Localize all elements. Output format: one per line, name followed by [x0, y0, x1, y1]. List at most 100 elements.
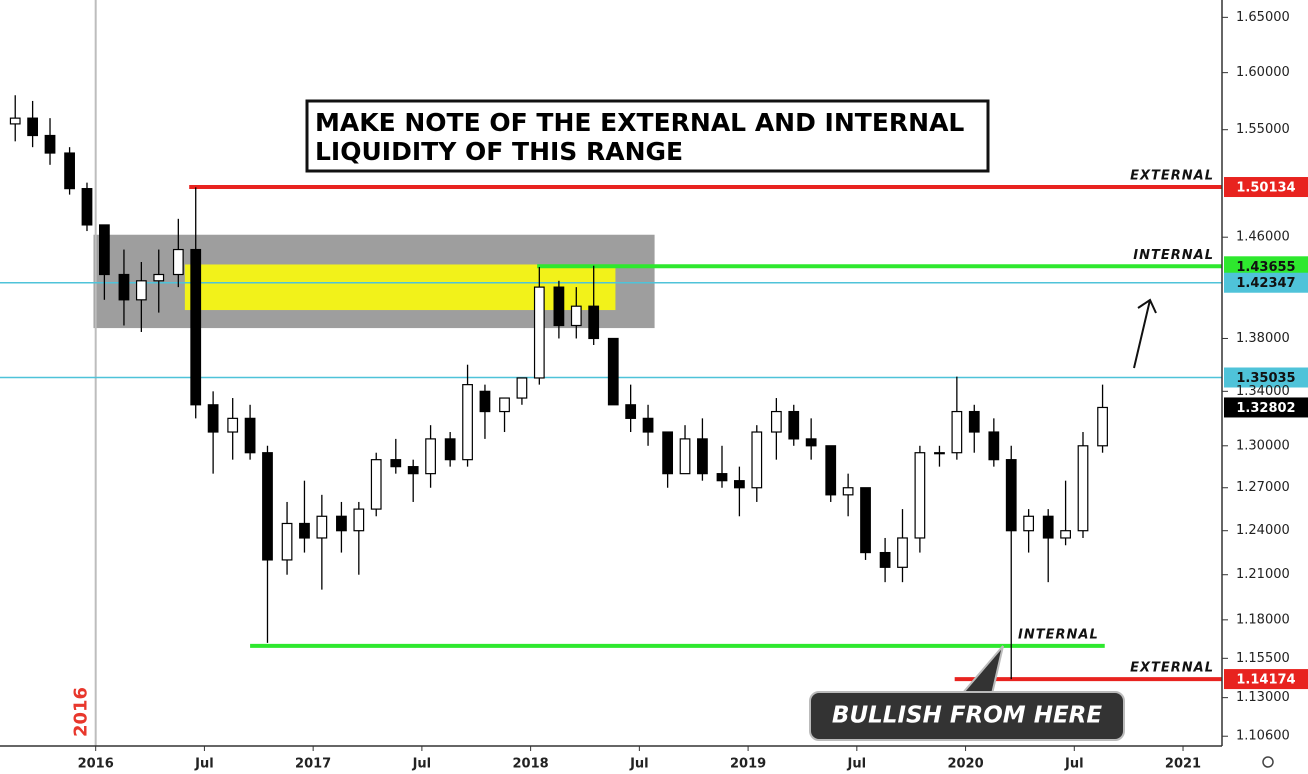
- price-tag: [1224, 256, 1308, 277]
- candle-body: [207, 404, 219, 433]
- candle-body: [353, 508, 365, 532]
- candle-body: [135, 280, 147, 301]
- y-tick-label: 1.27000: [1236, 480, 1290, 495]
- candle-body: [425, 438, 436, 475]
- candle-body: [262, 452, 273, 561]
- callout-text: BULLISH FROM HERE: [832, 703, 1102, 729]
- x-tick-label: 2021: [1165, 757, 1201, 772]
- y-tick-label: 1.15500: [1236, 651, 1290, 666]
- x-tick-label: 2016: [78, 757, 114, 772]
- level-note: EXTERNAL: [1130, 169, 1214, 184]
- candle-body: [825, 445, 837, 496]
- candle-body: [879, 551, 891, 568]
- candle-body: [99, 224, 110, 276]
- candle-body: [607, 337, 619, 406]
- x-tick-label: Jul: [194, 757, 214, 772]
- candle-body: [390, 459, 402, 468]
- annotations: MAKE NOTE OF THE EXTERNAL AND INTERNAL L…: [71, 99, 1274, 768]
- candle-body: [9, 117, 21, 125]
- candle-body: [751, 431, 763, 489]
- candle-body: [788, 410, 800, 440]
- candle-body: [553, 286, 565, 327]
- title-line: MAKE NOTE OF THE EXTERNAL AND INTERNAL: [315, 108, 964, 137]
- price-tag-label: 1.43655: [1236, 260, 1295, 275]
- candle-body: [516, 377, 528, 399]
- y-tick-label: 1.46000: [1236, 230, 1290, 245]
- price-tag-label: 1.42347: [1236, 276, 1295, 291]
- candle-body: [172, 248, 184, 276]
- candle-body: [44, 134, 56, 154]
- title-line: LIQUIDITY OF THIS RANGE: [315, 137, 683, 166]
- x-tick-label: Jul: [629, 757, 649, 772]
- y-tick-label: 1.60000: [1236, 65, 1290, 80]
- candle-body: [336, 515, 347, 532]
- price-tag-label: 1.50134: [1236, 181, 1295, 196]
- candle-body: [316, 515, 328, 539]
- candle-body: [934, 452, 945, 455]
- candle-body: [407, 466, 419, 475]
- candle-body: [81, 188, 93, 226]
- candle-body: [244, 417, 256, 454]
- y-tick-label: 1.21000: [1236, 567, 1290, 582]
- candle-body: [118, 273, 130, 301]
- y-tick-label: 1.13000: [1236, 690, 1290, 705]
- x-tick-label: 2020: [947, 757, 983, 772]
- price-tag-label: 1.35035: [1236, 371, 1295, 386]
- candle-body: [770, 410, 782, 433]
- candle-body: [679, 438, 691, 475]
- settings-icon[interactable]: [1262, 756, 1274, 768]
- candle-body: [642, 417, 654, 433]
- y-tick-label: 1.18000: [1236, 612, 1290, 627]
- candle-body: [370, 459, 382, 510]
- y-tick-label: 1.24000: [1236, 523, 1290, 538]
- candle-body: [842, 487, 854, 496]
- title-box: [305, 99, 990, 173]
- y-tick-label: 1.38000: [1236, 331, 1290, 346]
- candle-body: [479, 390, 491, 413]
- x-tick-label: 2017: [295, 757, 331, 772]
- price-tag: [1224, 177, 1308, 198]
- candle-body: [951, 410, 963, 454]
- candle-body: [499, 397, 510, 413]
- candle-body: [968, 410, 980, 433]
- zone: [184, 264, 616, 311]
- level-note: EXTERNAL: [1130, 661, 1214, 676]
- candle-body: [588, 305, 600, 340]
- candle-body: [1060, 530, 1071, 539]
- candle-body: [281, 522, 293, 561]
- year-marker-label: 2016: [71, 687, 92, 737]
- candle-body: [697, 438, 708, 475]
- last-price-tag: [1224, 397, 1308, 418]
- callout-box: [809, 691, 1125, 741]
- candle-body: [570, 305, 582, 327]
- y-tick-label: 1.55000: [1236, 122, 1290, 137]
- candle-body: [299, 522, 310, 539]
- x-tick-label: Jul: [1064, 757, 1084, 772]
- y-tick-label: 1.30000: [1236, 438, 1290, 453]
- x-tick-label: Jul: [412, 757, 432, 772]
- candle-body: [462, 384, 473, 461]
- candle-body: [64, 152, 75, 190]
- candle-body: [1097, 406, 1108, 447]
- price-tag: [1224, 272, 1308, 293]
- candle-body: [533, 286, 545, 379]
- candle-body: [444, 438, 456, 461]
- last-price-label: 1.32802: [1236, 401, 1295, 416]
- candle-body: [1023, 515, 1035, 532]
- x-tick-label: Jul: [847, 757, 867, 772]
- candle-body: [734, 480, 745, 489]
- candle-body: [1005, 459, 1017, 532]
- candles: [9, 95, 1108, 680]
- candle-body: [1077, 445, 1089, 532]
- candle-body: [153, 273, 165, 282]
- price-tag: [1224, 669, 1308, 690]
- candle-body: [988, 431, 1000, 461]
- candle-body: [1042, 515, 1054, 539]
- y-tick-label: 1.34000: [1236, 384, 1290, 399]
- candle-body: [805, 438, 817, 447]
- up-arrow: [1133, 298, 1157, 369]
